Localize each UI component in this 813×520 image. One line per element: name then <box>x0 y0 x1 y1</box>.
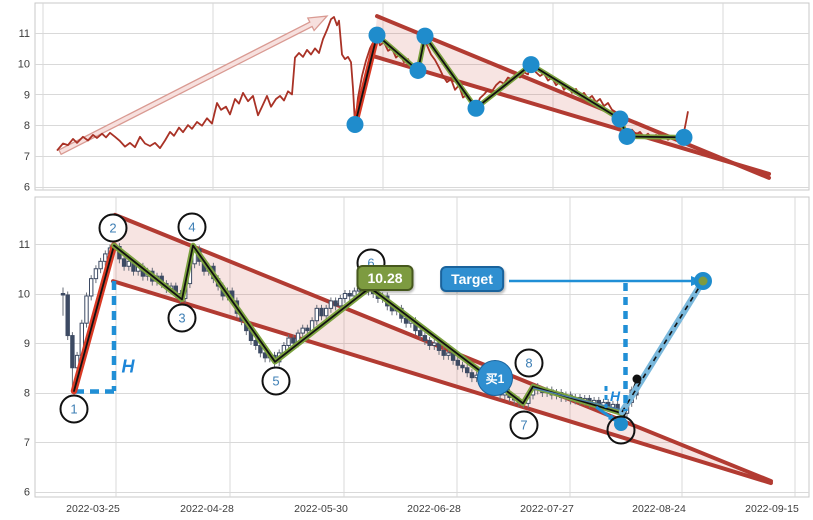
candle <box>352 290 357 297</box>
pivot-dot[interactable] <box>409 61 427 79</box>
lower-trendline[interactable] <box>371 54 771 176</box>
candle <box>89 278 94 297</box>
y-tick-label: 6 <box>24 487 30 499</box>
pivot-dot[interactable] <box>611 110 629 128</box>
wedge-height-label-1: H <box>121 356 135 377</box>
candle <box>324 307 329 317</box>
y-tick-label: 9 <box>24 338 30 350</box>
candle <box>347 293 352 297</box>
candle <box>328 300 334 309</box>
wave-circle-1[interactable]: 1 <box>59 394 89 424</box>
entry-level-dot[interactable] <box>632 374 642 384</box>
candle <box>314 307 320 322</box>
candle <box>418 330 423 337</box>
y-tick-label: 7 <box>24 151 30 163</box>
projection-line[interactable] <box>618 277 707 416</box>
wedge-height-label-2: H <box>609 388 621 404</box>
peak-price-label[interactable]: 10.28 <box>356 265 414 291</box>
x-tick-label: 2022-08-24 <box>632 503 686 515</box>
x-tick-label: 2022-03-25 <box>66 503 120 515</box>
target-dot-inner <box>698 276 708 286</box>
pivot-dot[interactable] <box>522 56 540 74</box>
lower-trendline[interactable] <box>111 279 773 486</box>
breakout-ring[interactable] <box>606 415 636 445</box>
corrective-zigzag-core <box>113 244 623 415</box>
candle <box>103 253 108 262</box>
main-zigzag <box>70 242 625 417</box>
pivot-dot[interactable] <box>416 27 434 45</box>
candle <box>126 260 131 267</box>
x-tick-label: 2022-06-28 <box>407 503 461 515</box>
candle <box>84 295 89 324</box>
h-measure-1 <box>75 281 117 394</box>
y-tick-label: 10 <box>18 59 30 71</box>
x-tick-label: 2022-05-30 <box>294 503 348 515</box>
candle <box>432 342 437 346</box>
y-tick-label: 8 <box>24 388 30 400</box>
candle <box>333 300 338 307</box>
candle <box>253 340 258 346</box>
main-panel-plot-area[interactable] <box>34 196 810 498</box>
x-tick-label: 2022-07-27 <box>520 503 574 515</box>
pivot-dot[interactable] <box>675 128 693 146</box>
overview-pivot-dots <box>346 26 693 146</box>
target-label[interactable]: Target <box>440 266 504 292</box>
y-tick-label: 8 <box>24 120 30 132</box>
candle <box>427 340 432 346</box>
upper-trendline[interactable] <box>113 212 773 484</box>
y-tick-label: 11 <box>19 239 30 251</box>
candle <box>70 335 75 369</box>
y-tick-label: 11 <box>19 28 30 40</box>
pivot-dot[interactable] <box>618 127 636 145</box>
h-measure-2 <box>604 283 628 411</box>
buy-signal-marker[interactable]: 买1 <box>477 360 513 396</box>
candle <box>291 337 296 344</box>
candle <box>441 349 446 356</box>
x-tick-label: 2022-04-28 <box>180 503 234 515</box>
candle <box>455 359 461 366</box>
candle <box>262 352 268 359</box>
wave-circle-5[interactable]: 5 <box>261 366 291 396</box>
candle <box>60 293 66 296</box>
main-panel-grid: 11 10 9 8 7 6 2022-03-25 2022-04-28 2022-05-30 20… <box>18 196 810 515</box>
candle <box>338 297 343 307</box>
candle <box>469 372 475 379</box>
pivot-dot[interactable] <box>368 26 386 44</box>
x-tick-label: 2022-09-15 <box>745 503 799 515</box>
upper-trendline[interactable] <box>375 14 771 180</box>
impulse-segment-core <box>354 34 378 126</box>
candle <box>305 327 310 332</box>
candle <box>422 335 428 342</box>
candle <box>465 367 470 374</box>
wave-circle-8[interactable]: 8 <box>514 348 544 378</box>
wave-circle-4[interactable]: 4 <box>177 212 207 242</box>
candle <box>98 260 103 270</box>
candle <box>319 307 324 317</box>
impulse-wave-1-2-core <box>73 244 115 392</box>
uptrend-arrow <box>58 15 329 156</box>
wave-circle-3[interactable]: 3 <box>167 303 197 333</box>
candle <box>93 268 99 280</box>
y-tick-label: 9 <box>24 89 30 101</box>
pivot-dot[interactable] <box>346 115 364 133</box>
candle <box>460 364 465 369</box>
candle <box>286 337 291 346</box>
candle <box>121 258 127 267</box>
candle <box>300 327 305 334</box>
wave-circle-7[interactable]: 7 <box>509 410 539 440</box>
candle <box>342 293 348 299</box>
pivot-dot[interactable] <box>467 99 485 117</box>
y-tick-label: 10 <box>18 289 30 301</box>
candle <box>446 352 451 356</box>
candle <box>65 294 70 337</box>
y-tick-label: 7 <box>24 437 30 449</box>
y-tick-label: 6 <box>24 182 30 194</box>
wave-circle-2[interactable]: 2 <box>98 213 128 243</box>
